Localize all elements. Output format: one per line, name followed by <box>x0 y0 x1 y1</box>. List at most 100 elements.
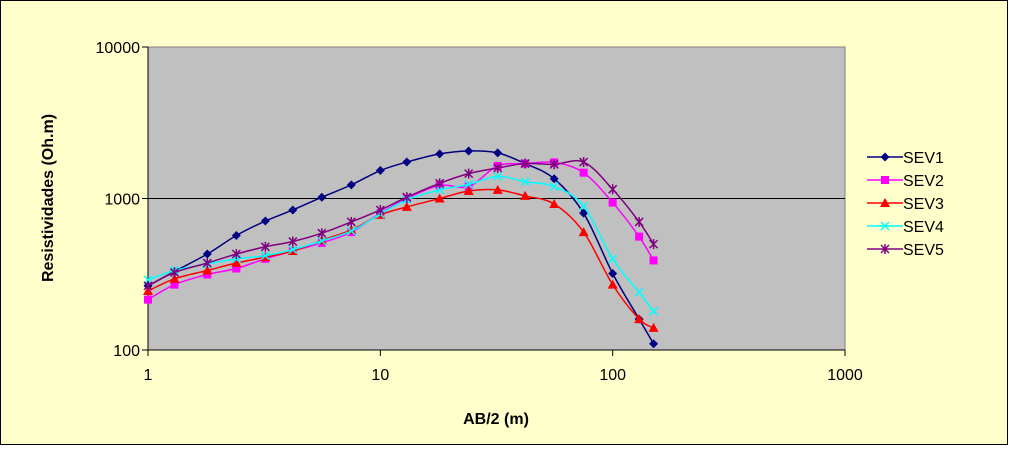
data-point-x <box>880 221 890 231</box>
x-tick-label: 1 <box>144 367 153 384</box>
data-point-triangle <box>231 258 242 268</box>
data-point-square <box>579 168 588 177</box>
data-point-diamond <box>260 216 270 226</box>
data-point-x <box>579 201 589 211</box>
legend: SEV1 SEV2 SEV3 SEV4 SEV5 <box>867 150 944 259</box>
legend-label: SEV2 <box>903 173 944 190</box>
x-tick-label: 100 <box>599 367 626 384</box>
y-tick-label: 1000 <box>104 192 140 209</box>
data-point-square <box>649 256 658 265</box>
data-point-star <box>260 241 270 252</box>
data-point-diamond <box>493 148 503 158</box>
data-point-triangle <box>634 314 645 324</box>
data-point-star <box>202 258 212 269</box>
marker-stroke <box>493 171 503 181</box>
data-point-diamond <box>375 166 385 176</box>
series-sev5 <box>143 157 659 291</box>
data-point-triangle <box>463 186 474 196</box>
data-point-diamond <box>346 180 356 190</box>
data-point-square <box>232 264 241 273</box>
marker-stroke <box>880 221 890 231</box>
data-point-x <box>260 251 270 261</box>
data-point-star <box>579 157 589 168</box>
data-point-square <box>608 198 617 207</box>
data-point-star <box>169 267 180 278</box>
data-point-triangle <box>202 265 213 275</box>
y-tick-label: 100 <box>113 343 140 360</box>
legend-label: SEV3 <box>903 196 944 213</box>
legend-label: SEV4 <box>903 219 944 236</box>
data-point-diamond <box>202 249 212 259</box>
data-point-diamond <box>649 339 659 349</box>
marker-stroke <box>435 185 445 195</box>
data-point-triangle <box>578 227 589 237</box>
data-point-triangle <box>520 190 531 200</box>
data-point-star <box>288 236 298 247</box>
marker-stroke <box>346 226 356 236</box>
y-tick-label: 10000 <box>96 40 141 57</box>
data-point-diamond <box>608 268 618 278</box>
x-tick-label: 10 <box>371 367 389 384</box>
data-point-star <box>880 244 890 254</box>
data-point-triangle <box>401 201 412 211</box>
data-point-diamond <box>402 157 412 167</box>
data-point-star <box>143 280 153 291</box>
series-group <box>143 146 659 349</box>
data-point-x <box>317 236 327 246</box>
data-point-square <box>144 295 152 304</box>
data-point-star <box>464 168 474 179</box>
marker-stroke <box>649 306 659 316</box>
data-point-star <box>549 159 559 170</box>
y-axis-title: Resistividades (Oh.m) <box>40 114 57 282</box>
data-point-star <box>402 192 412 203</box>
data-point-triangle <box>434 193 445 203</box>
data-point-star <box>520 158 530 169</box>
marker-stroke <box>579 201 589 211</box>
data-point-diamond <box>231 230 241 240</box>
data-point-x <box>549 181 559 192</box>
data-point-star <box>346 216 356 227</box>
marker-stroke <box>260 251 270 261</box>
marker-stroke <box>288 245 298 255</box>
data-point-square <box>881 176 889 184</box>
data-point-square <box>635 232 644 241</box>
data-point-x <box>464 179 474 189</box>
data-point-x <box>435 185 445 195</box>
marker-stroke <box>317 236 327 246</box>
marker-stroke <box>549 181 559 192</box>
marker-stroke <box>464 179 474 189</box>
data-point-x <box>608 254 618 264</box>
data-point-x <box>520 177 530 187</box>
legend-item-sev3: SEV3 <box>867 196 944 213</box>
data-point-diamond <box>880 152 890 162</box>
legend-item-sev1: SEV1 <box>867 150 944 167</box>
data-point-triangle <box>549 198 560 208</box>
data-point-star <box>634 216 644 227</box>
data-point-star <box>649 239 659 250</box>
data-point-diamond <box>288 205 298 215</box>
data-point-diamond <box>549 174 559 184</box>
data-point-x <box>634 287 644 297</box>
data-point-diamond <box>579 208 589 218</box>
data-point-triangle <box>880 198 890 207</box>
data-point-star <box>375 204 385 215</box>
data-point-triangle <box>169 273 180 283</box>
legend-item-sev4: SEV4 <box>867 219 944 236</box>
data-point-x <box>649 306 659 316</box>
data-point-diamond <box>435 149 445 159</box>
data-point-diamond <box>317 192 327 202</box>
x-tick-label: 1000 <box>827 367 863 384</box>
data-point-square <box>203 270 212 279</box>
data-point-square <box>170 280 179 289</box>
axes: 100 1000 10000 1 10 100 1000 <box>96 40 863 384</box>
data-point-x <box>346 226 356 236</box>
data-point-x <box>493 171 503 181</box>
data-point-x <box>288 245 298 255</box>
legend-item-sev2: SEV2 <box>867 173 944 190</box>
marker-stroke <box>520 177 530 187</box>
data-point-star <box>231 249 241 260</box>
data-point-star <box>435 178 445 189</box>
data-point-triangle <box>607 279 618 289</box>
